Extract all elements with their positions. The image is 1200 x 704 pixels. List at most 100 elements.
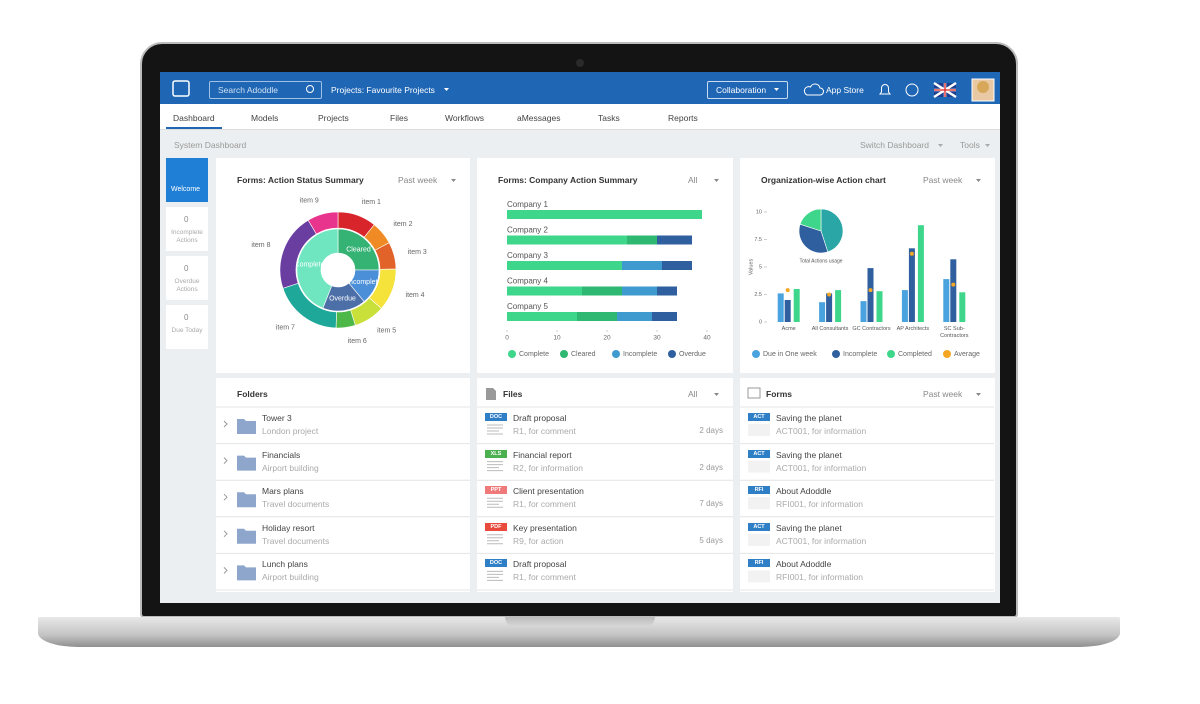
segment-label: item 8 (251, 242, 270, 249)
bar (784, 300, 791, 322)
average-dot (827, 292, 832, 297)
item-age: 5 days (699, 535, 723, 545)
doc-lines (487, 497, 503, 508)
nav-tab[interactable]: Workflows (445, 113, 485, 123)
x-tick-label: 30 (653, 335, 661, 342)
app-store[interactable]: App Store (826, 85, 864, 95)
average-dot (951, 282, 956, 287)
bar (867, 268, 874, 322)
legend-swatch (943, 350, 951, 358)
welcome-tile[interactable] (166, 158, 208, 202)
tools-menu[interactable]: Tools (960, 140, 980, 150)
badge: ACT (748, 522, 770, 531)
sunburst-segment (307, 211, 339, 235)
panel-filter[interactable]: Past week (398, 175, 438, 185)
x-tick-label: 10 (553, 335, 561, 342)
legend-swatch (508, 350, 516, 358)
bar (835, 290, 842, 322)
badge: ACT (748, 449, 770, 458)
pie-slice (799, 208, 822, 232)
folder-icon (237, 455, 256, 471)
counter-tile[interactable] (166, 207, 208, 251)
item-name: Saving the planet (776, 413, 842, 423)
nav-tab[interactable]: Reports (668, 113, 698, 123)
segment-label: item 3 (408, 249, 427, 256)
chevron (223, 567, 228, 574)
caret (444, 88, 449, 91)
counter-value: 0 (184, 215, 189, 224)
item-name: Financial report (513, 449, 572, 460)
item-sub: Travel documents (262, 499, 330, 510)
panel-title: Forms (766, 389, 792, 399)
form-thumb (748, 570, 770, 583)
list-row[interactable] (216, 517, 470, 554)
item-age: 2 days (699, 462, 723, 472)
segment-label: Complete (295, 261, 325, 268)
bar-segment (617, 312, 652, 321)
category-label: Company 5 (507, 302, 548, 311)
panel-filter[interactable]: All (688, 175, 698, 185)
list-row[interactable] (216, 407, 470, 444)
segment-label: item 2 (393, 221, 412, 228)
item-name: Lunch plans (262, 559, 308, 570)
list-row[interactable] (216, 444, 470, 481)
search-icon (306, 85, 314, 93)
bar (943, 279, 950, 322)
item-name: Mars plans (262, 486, 304, 497)
counter-label: Overdue Actions (174, 278, 200, 293)
item-sub: R2, for information (513, 462, 583, 473)
bell-icon[interactable] (879, 84, 891, 95)
item-name: Holiday resort (262, 522, 315, 533)
caret (938, 144, 943, 147)
nav-tab[interactable]: Tasks (598, 113, 620, 123)
nav-tab[interactable]: Models (251, 113, 279, 123)
segment-label: item 5 (377, 327, 396, 334)
collaboration-button[interactable] (707, 81, 788, 99)
legend-label: Complete (519, 351, 549, 358)
badge: RFI (748, 559, 770, 568)
nav-tab[interactable]: aMessages (517, 113, 561, 123)
item-name: Saving the planet (776, 449, 842, 460)
counter-tile[interactable] (166, 256, 208, 300)
panel (216, 378, 470, 592)
project-selector[interactable]: Projects: Favourite Projects (331, 85, 435, 95)
bar (959, 292, 966, 322)
sunburst-segment (337, 228, 380, 271)
list-row[interactable] (216, 553, 470, 590)
y-tick-label: 5 (759, 264, 762, 270)
search-box[interactable] (209, 81, 322, 99)
item-age: 7 days (699, 499, 723, 509)
category-label: Acme (781, 326, 796, 332)
legend-label: Overdue (679, 351, 706, 358)
bar-segment (657, 286, 677, 296)
nav-tab[interactable]: Dashboard (173, 113, 215, 123)
bar-segment (622, 286, 657, 296)
chevron (223, 530, 228, 538)
bar-segment (652, 312, 677, 321)
panel-filter[interactable]: Past week (923, 175, 963, 185)
folder-icon (237, 492, 256, 508)
legend-swatch (560, 350, 568, 358)
panel-filter[interactable]: All (688, 389, 698, 399)
help-icon[interactable] (905, 83, 919, 97)
segment-label: Overdue (329, 295, 356, 302)
item-sub: R9, for action (513, 535, 564, 546)
panel (477, 378, 733, 592)
badge: XLS (485, 449, 507, 458)
item-sub: Airport building (262, 572, 319, 583)
caret (976, 179, 981, 182)
switch-dashboard[interactable]: Switch Dashboard (860, 140, 929, 150)
item-sub: R1, for comment (513, 499, 576, 510)
nav-tab[interactable]: Projects (318, 113, 349, 123)
counter-tile[interactable] (166, 305, 208, 349)
list-row[interactable] (216, 480, 470, 517)
panel-filter[interactable]: Past week (923, 389, 963, 399)
chevron (223, 420, 228, 428)
x-tick-label: 40 (703, 335, 711, 342)
badge: DOC (485, 413, 507, 421)
welcome-label: Welcome (171, 186, 201, 193)
legend-label: Incomplete (843, 351, 877, 358)
caret (985, 144, 990, 147)
nav-tab[interactable]: Files (390, 113, 408, 123)
